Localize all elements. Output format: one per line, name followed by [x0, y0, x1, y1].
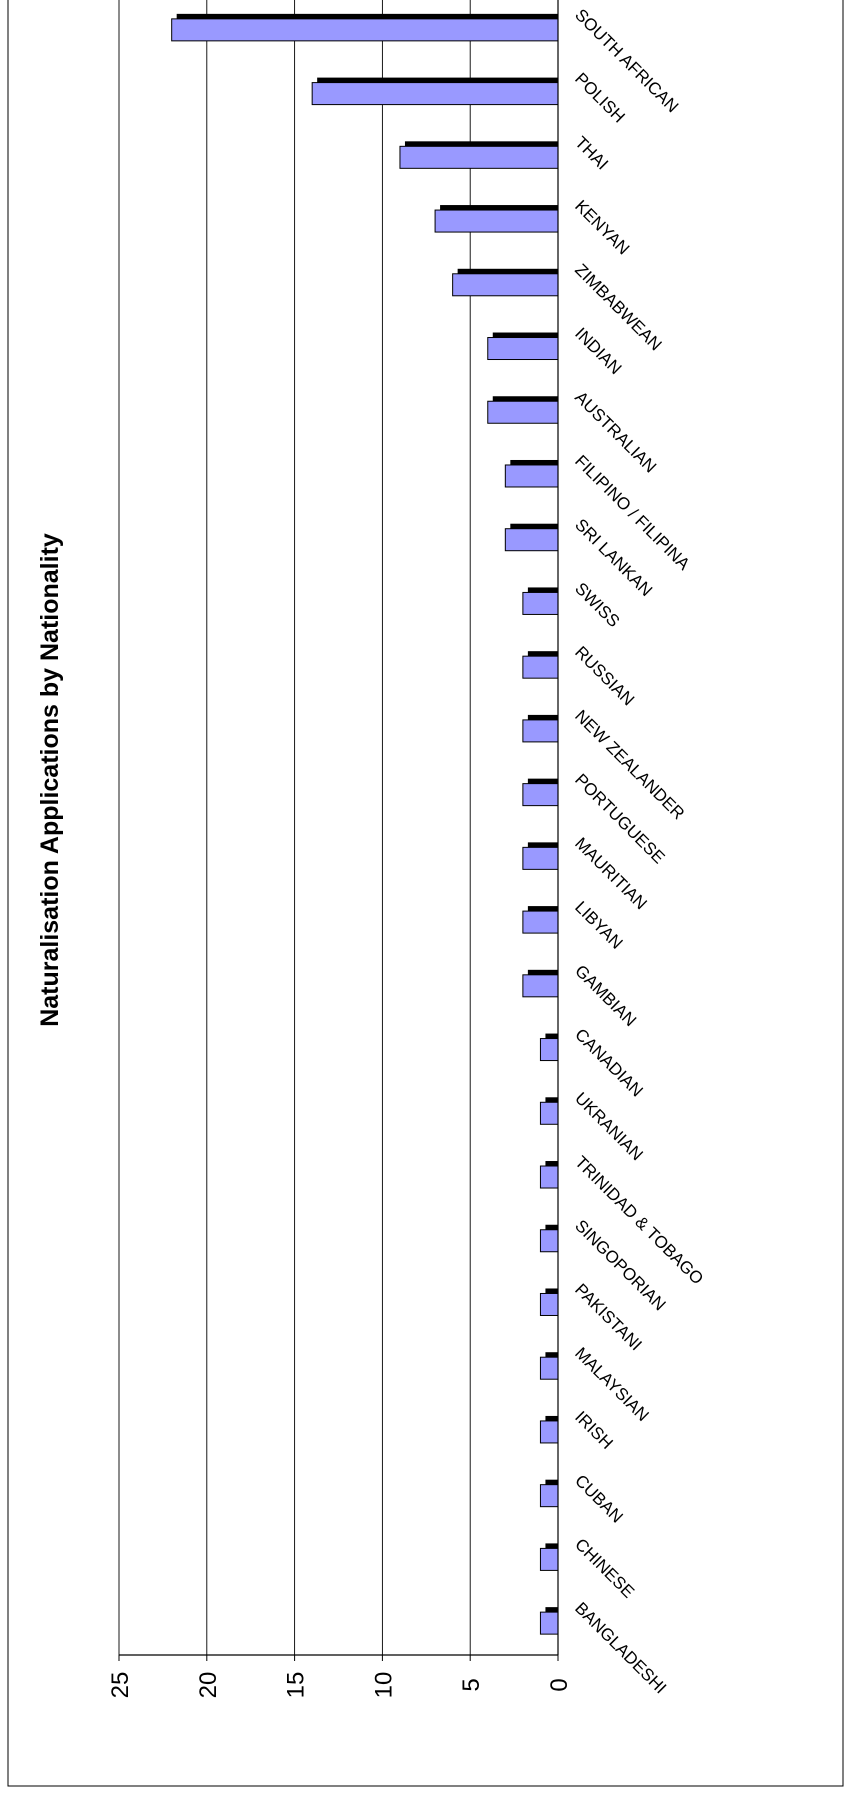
value-tick-label: 20 [195, 1672, 222, 1699]
bar [434, 209, 559, 233]
bar [522, 591, 559, 615]
value-tick-label: 15 [283, 1672, 310, 1699]
value-tick-label: 0 [546, 1678, 573, 1691]
chart-border [7, 0, 844, 1787]
bar [504, 464, 559, 488]
bar [522, 783, 559, 807]
bar [539, 1038, 559, 1062]
value-tick-label: 25 [107, 1672, 134, 1699]
bar [504, 528, 559, 552]
bar [539, 1420, 559, 1444]
bar [539, 1101, 559, 1125]
gridlines [118, 0, 471, 1655]
bar [539, 1229, 559, 1253]
bar [539, 1165, 559, 1189]
bar [522, 655, 559, 679]
bar [522, 846, 559, 870]
value-tick-label: 10 [370, 1672, 397, 1699]
chart-title: Naturalisation Applications by Nationali… [36, 533, 64, 1027]
bar [539, 1611, 559, 1635]
value-tick-labels: 0 5 10 15 20 25 [107, 1655, 573, 1698]
bar [539, 1292, 559, 1316]
bar [311, 82, 559, 106]
bar [171, 18, 559, 42]
bar [539, 1484, 559, 1508]
bar [399, 145, 559, 169]
bar [452, 273, 559, 297]
axes [119, 0, 559, 1656]
bar [522, 719, 559, 743]
bar [522, 910, 559, 934]
bar [522, 974, 559, 998]
bar [487, 400, 559, 424]
bar [539, 1356, 559, 1380]
bar [487, 337, 559, 361]
bar [539, 1547, 559, 1571]
value-tick-label: 5 [458, 1678, 485, 1691]
bars [171, 13, 559, 1635]
